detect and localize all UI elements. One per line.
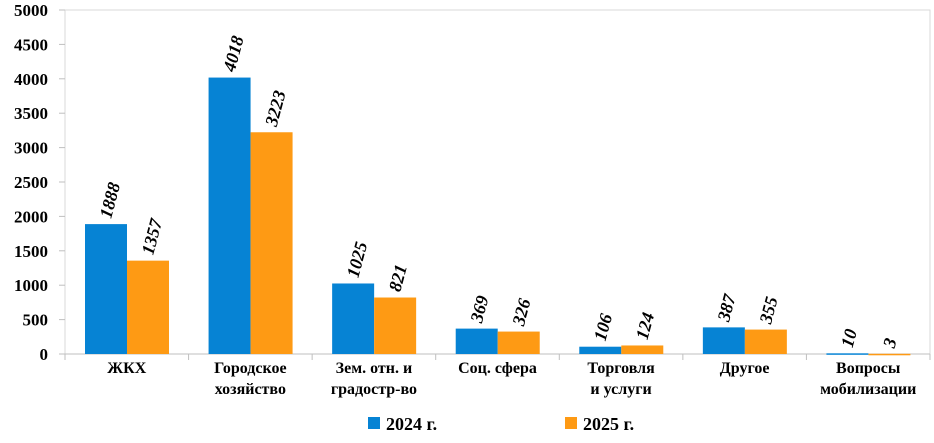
- y-tick-label: 500: [23, 311, 49, 330]
- data-label: 1357: [138, 216, 167, 257]
- data-label: 3223: [261, 88, 290, 129]
- x-tick-label: и услуги: [590, 381, 651, 398]
- bar-2025: [250, 132, 293, 354]
- legend-swatch-2024: [368, 417, 380, 429]
- bar-2024: [208, 77, 251, 355]
- bar-2025: [374, 297, 417, 354]
- data-label: 355: [755, 294, 782, 326]
- data-label: 3: [879, 336, 901, 351]
- data-label: 387: [713, 291, 740, 324]
- bar-2025: [127, 260, 169, 354]
- y-tick-label: 4000: [14, 70, 48, 89]
- x-tick-label: хозяйство: [215, 381, 286, 398]
- bar-2024: [826, 353, 869, 355]
- x-tick-label: Соц. сфера: [458, 360, 537, 377]
- bar-2024: [702, 327, 745, 354]
- y-tick-label: 1000: [14, 276, 48, 295]
- x-tick-label: Городское: [214, 360, 287, 377]
- x-tick-label: ЖКХ: [107, 360, 146, 377]
- bar-2024: [579, 346, 622, 354]
- y-tick-label: 4500: [14, 35, 48, 54]
- bar-2025: [621, 345, 664, 354]
- data-label: 106: [590, 311, 616, 342]
- legend-swatch-2025: [565, 417, 577, 429]
- y-tick-label: 3500: [14, 104, 48, 123]
- bar-2024: [455, 328, 498, 354]
- x-tick-label: Зем. отн. и: [336, 360, 413, 377]
- data-label: 1025: [343, 240, 372, 280]
- bar-2024: [85, 224, 127, 354]
- x-tick-label: мобилизации: [820, 381, 916, 398]
- plot-area: [64, 9, 931, 355]
- x-tick-label: Другое: [720, 360, 770, 377]
- x-tick-label: градостр-во: [331, 381, 417, 398]
- bar-2025: [497, 331, 540, 354]
- data-label: 326: [508, 296, 535, 328]
- bar-2025: [744, 329, 787, 354]
- legend-label-2024: 2024 г.: [386, 414, 437, 434]
- data-label: 1888: [96, 180, 125, 220]
- y-tick-label: 0: [40, 345, 49, 364]
- data-label: 124: [632, 310, 658, 341]
- y-tick-label: 2000: [14, 207, 48, 226]
- data-label: 4018: [219, 34, 248, 75]
- data-label: 369: [466, 293, 493, 325]
- x-tick-label: Вопросы: [836, 360, 901, 377]
- data-label: 821: [385, 262, 411, 293]
- bar-2024: [332, 283, 375, 354]
- x-tick-label: Торговля: [587, 360, 655, 377]
- y-tick-label: 5000: [14, 1, 48, 20]
- y-tick-label: 3000: [14, 139, 48, 158]
- data-label: 10: [837, 327, 861, 350]
- y-tick-label: 2500: [14, 173, 48, 192]
- bar-2025: [868, 353, 911, 356]
- y-tick-label: 1500: [14, 242, 48, 261]
- legend-label-2025: 2025 г.: [583, 414, 634, 434]
